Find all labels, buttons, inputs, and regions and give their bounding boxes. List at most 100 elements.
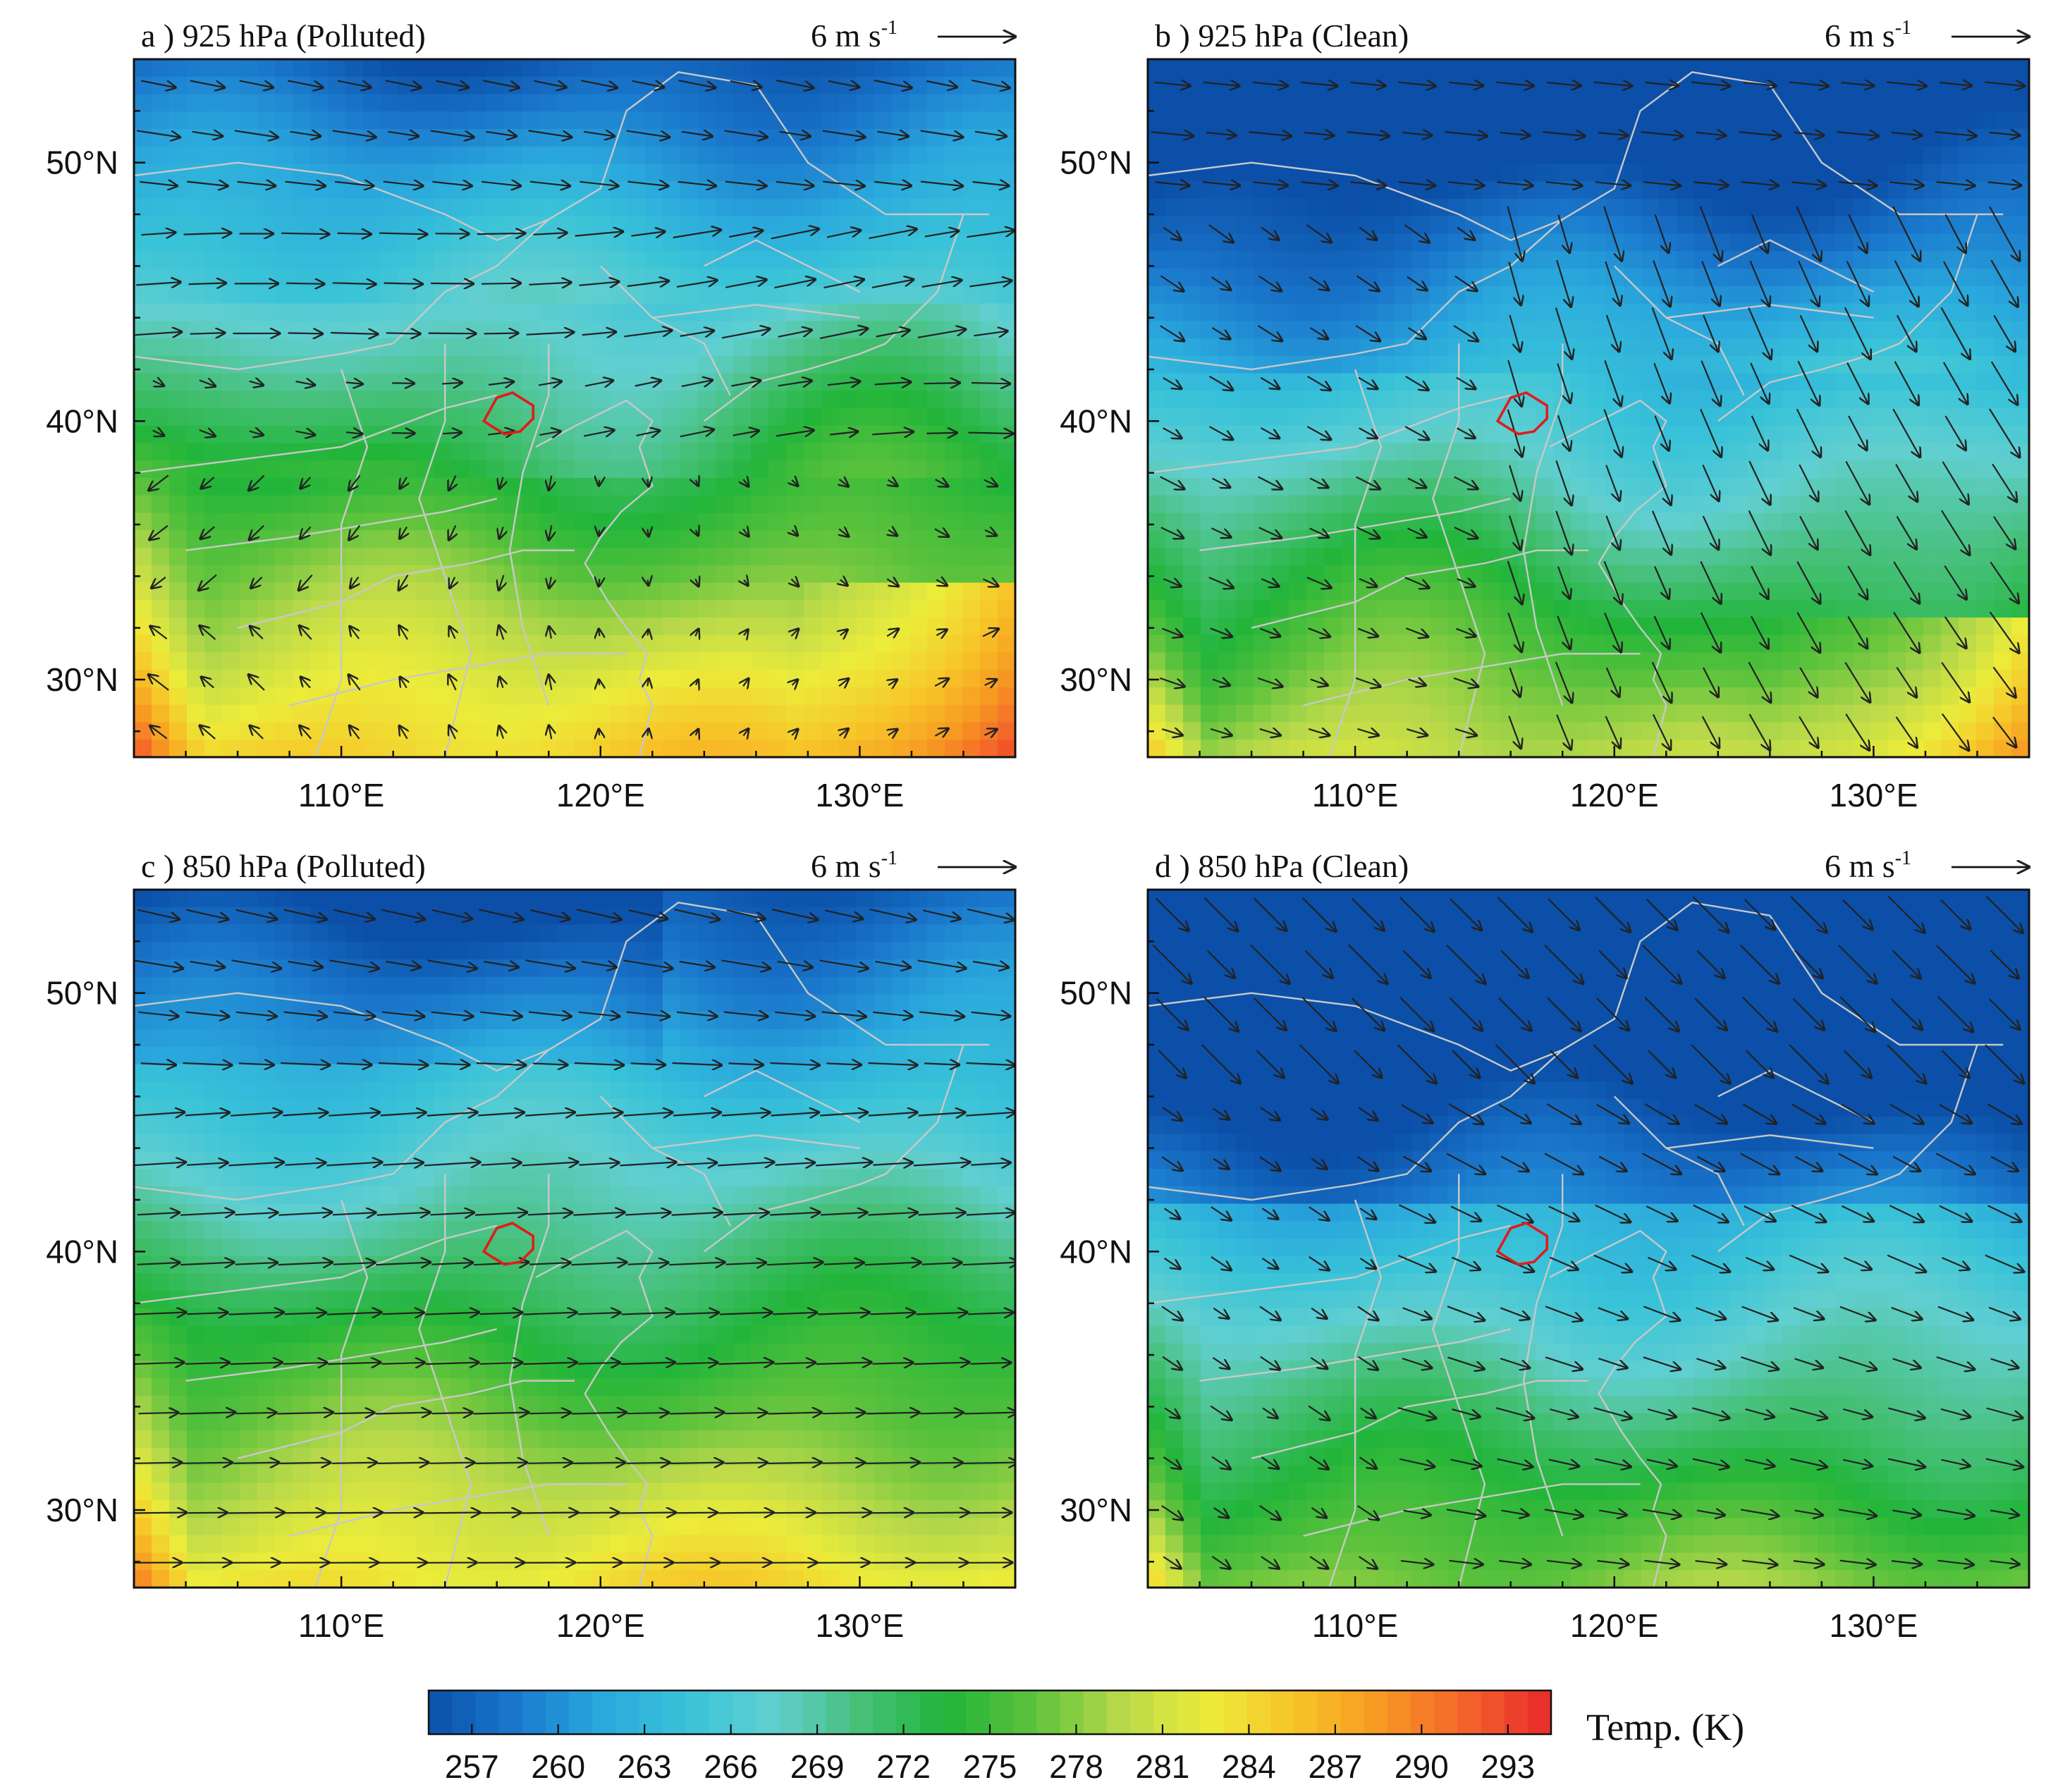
boundary-line bbox=[1251, 1380, 1588, 1459]
wind-vector-icon bbox=[1843, 1460, 1872, 1466]
wind-vector-icon bbox=[1497, 182, 1533, 185]
wind-vector-icon bbox=[1508, 515, 1521, 550]
wind-vector-icon bbox=[149, 524, 169, 540]
wind-vector-icon bbox=[678, 80, 715, 88]
wind-vector-icon bbox=[1509, 314, 1521, 352]
wind-vector-icon bbox=[1793, 133, 1824, 135]
wind-vector-icon bbox=[427, 1112, 477, 1116]
wind-vector-icon bbox=[1456, 376, 1476, 389]
colorbar-segment bbox=[1153, 1690, 1178, 1734]
wind-vector-icon bbox=[1211, 276, 1231, 290]
wind-vector-icon bbox=[1211, 326, 1230, 339]
wind-vector-icon bbox=[681, 380, 713, 386]
wind-vector-icon bbox=[400, 526, 407, 539]
wind-vector-icon bbox=[1746, 1256, 1774, 1270]
wind-vector-icon bbox=[1262, 1407, 1278, 1418]
wind-vector-icon bbox=[1691, 1407, 1729, 1418]
wind-vector-icon bbox=[774, 1513, 816, 1514]
colorbar-tick-label: 287 bbox=[1308, 1748, 1362, 1785]
wind-vector-icon bbox=[968, 433, 1014, 434]
wind-vector-icon bbox=[1508, 262, 1521, 306]
wind-vector-icon bbox=[1605, 716, 1620, 749]
boundary-line bbox=[1148, 1225, 1511, 1304]
wind-vector-icon bbox=[1163, 376, 1182, 389]
wind-vector-icon bbox=[532, 1063, 568, 1064]
wind-vector-icon bbox=[571, 1413, 627, 1414]
wind-vector-icon bbox=[779, 132, 811, 137]
wind-vector-icon bbox=[1896, 515, 1917, 550]
wind-vector-icon bbox=[1597, 1561, 1629, 1564]
wind-vector-icon bbox=[1992, 463, 2016, 502]
wind-vector-icon bbox=[888, 480, 898, 486]
wind-vector-icon bbox=[1799, 314, 1818, 351]
wind-vector-icon bbox=[1160, 325, 1184, 341]
wind-vector-icon bbox=[1500, 1358, 1530, 1368]
wind-vector-icon bbox=[872, 1363, 914, 1364]
wind-vector-icon bbox=[1642, 1153, 1681, 1174]
colorbar-segment bbox=[943, 1690, 967, 1734]
wind-vector-icon bbox=[1894, 260, 1918, 307]
colorbar-tick-label: 266 bbox=[704, 1748, 758, 1785]
wind-vector-icon bbox=[1397, 1407, 1436, 1418]
wind-vector-icon bbox=[1701, 261, 1720, 306]
wind-vector-icon bbox=[681, 132, 713, 137]
wind-vector-icon bbox=[1347, 132, 1390, 136]
wind-vector-icon bbox=[1940, 510, 1970, 555]
wind-vector-icon bbox=[1212, 1356, 1230, 1369]
wind-vector-icon bbox=[448, 675, 455, 691]
wind-vector-icon bbox=[730, 81, 762, 87]
wind-vector-icon bbox=[974, 132, 1007, 137]
wind-vector-icon bbox=[1207, 950, 1235, 978]
wind-vector-icon bbox=[1646, 898, 1677, 931]
wind-vector-icon bbox=[383, 1513, 423, 1514]
wind-vector-icon bbox=[336, 1063, 372, 1064]
wind-vector-icon bbox=[498, 575, 503, 590]
wind-vector-icon bbox=[1647, 1256, 1676, 1270]
wind-vector-icon bbox=[1741, 1561, 1777, 1565]
wind-vector-icon bbox=[1988, 998, 2020, 1029]
wind-vector-icon bbox=[349, 524, 361, 541]
wind-vector-icon bbox=[873, 1012, 913, 1017]
wind-vector-icon bbox=[1350, 82, 1386, 86]
wind-vector-icon bbox=[821, 1012, 866, 1017]
wind-vector-icon bbox=[1309, 327, 1328, 339]
x-tick-label: 120°E bbox=[556, 777, 645, 814]
wind-vector-icon bbox=[152, 381, 164, 386]
wind-vector-icon bbox=[474, 1213, 527, 1215]
wind-vector-icon bbox=[1792, 998, 1824, 1030]
colorbar-segment bbox=[1294, 1690, 1318, 1734]
wind-vector-icon bbox=[473, 1413, 529, 1414]
wind-vector-icon bbox=[1985, 1044, 2024, 1084]
colorbar-tick-label: 269 bbox=[790, 1748, 845, 1785]
wind-vector-icon bbox=[1743, 1103, 1777, 1124]
boundary-line bbox=[289, 1483, 627, 1537]
wind-vector-icon bbox=[916, 1313, 967, 1315]
wind-vector-icon bbox=[450, 577, 455, 589]
map-area-b bbox=[1148, 59, 2029, 757]
wind-vector-icon bbox=[1799, 716, 1818, 748]
wind-vector-icon bbox=[528, 130, 572, 137]
wind-vector-icon bbox=[1599, 1511, 1627, 1516]
wind-vector-icon bbox=[1651, 661, 1672, 702]
wind-vector-icon bbox=[1703, 314, 1718, 352]
wind-vector-icon bbox=[875, 962, 910, 967]
wind-vector-icon bbox=[1748, 307, 1771, 359]
wind-vector-icon bbox=[1596, 998, 1629, 1031]
wind-vector-icon bbox=[1160, 527, 1184, 538]
wind-vector-icon bbox=[183, 1063, 232, 1065]
wind-vector-icon bbox=[399, 726, 407, 739]
wind-vector-icon bbox=[188, 283, 226, 284]
wind-vector-icon bbox=[1887, 895, 1925, 933]
wind-vector-icon bbox=[1495, 1407, 1534, 1418]
wind-vector-icon bbox=[1944, 214, 1966, 253]
wind-vector-icon bbox=[141, 80, 176, 88]
colorbar-segment bbox=[779, 1690, 804, 1734]
wind-vector-icon bbox=[1206, 133, 1236, 135]
colorbar-segment bbox=[1340, 1690, 1365, 1734]
wind-vector-icon bbox=[935, 479, 948, 486]
wind-vector-icon bbox=[1557, 214, 1569, 252]
wind-vector-icon bbox=[822, 1413, 865, 1414]
wind-vector-icon bbox=[1448, 82, 1483, 86]
wind-vector-icon bbox=[872, 1513, 913, 1514]
wind-vector-icon bbox=[1203, 897, 1238, 931]
